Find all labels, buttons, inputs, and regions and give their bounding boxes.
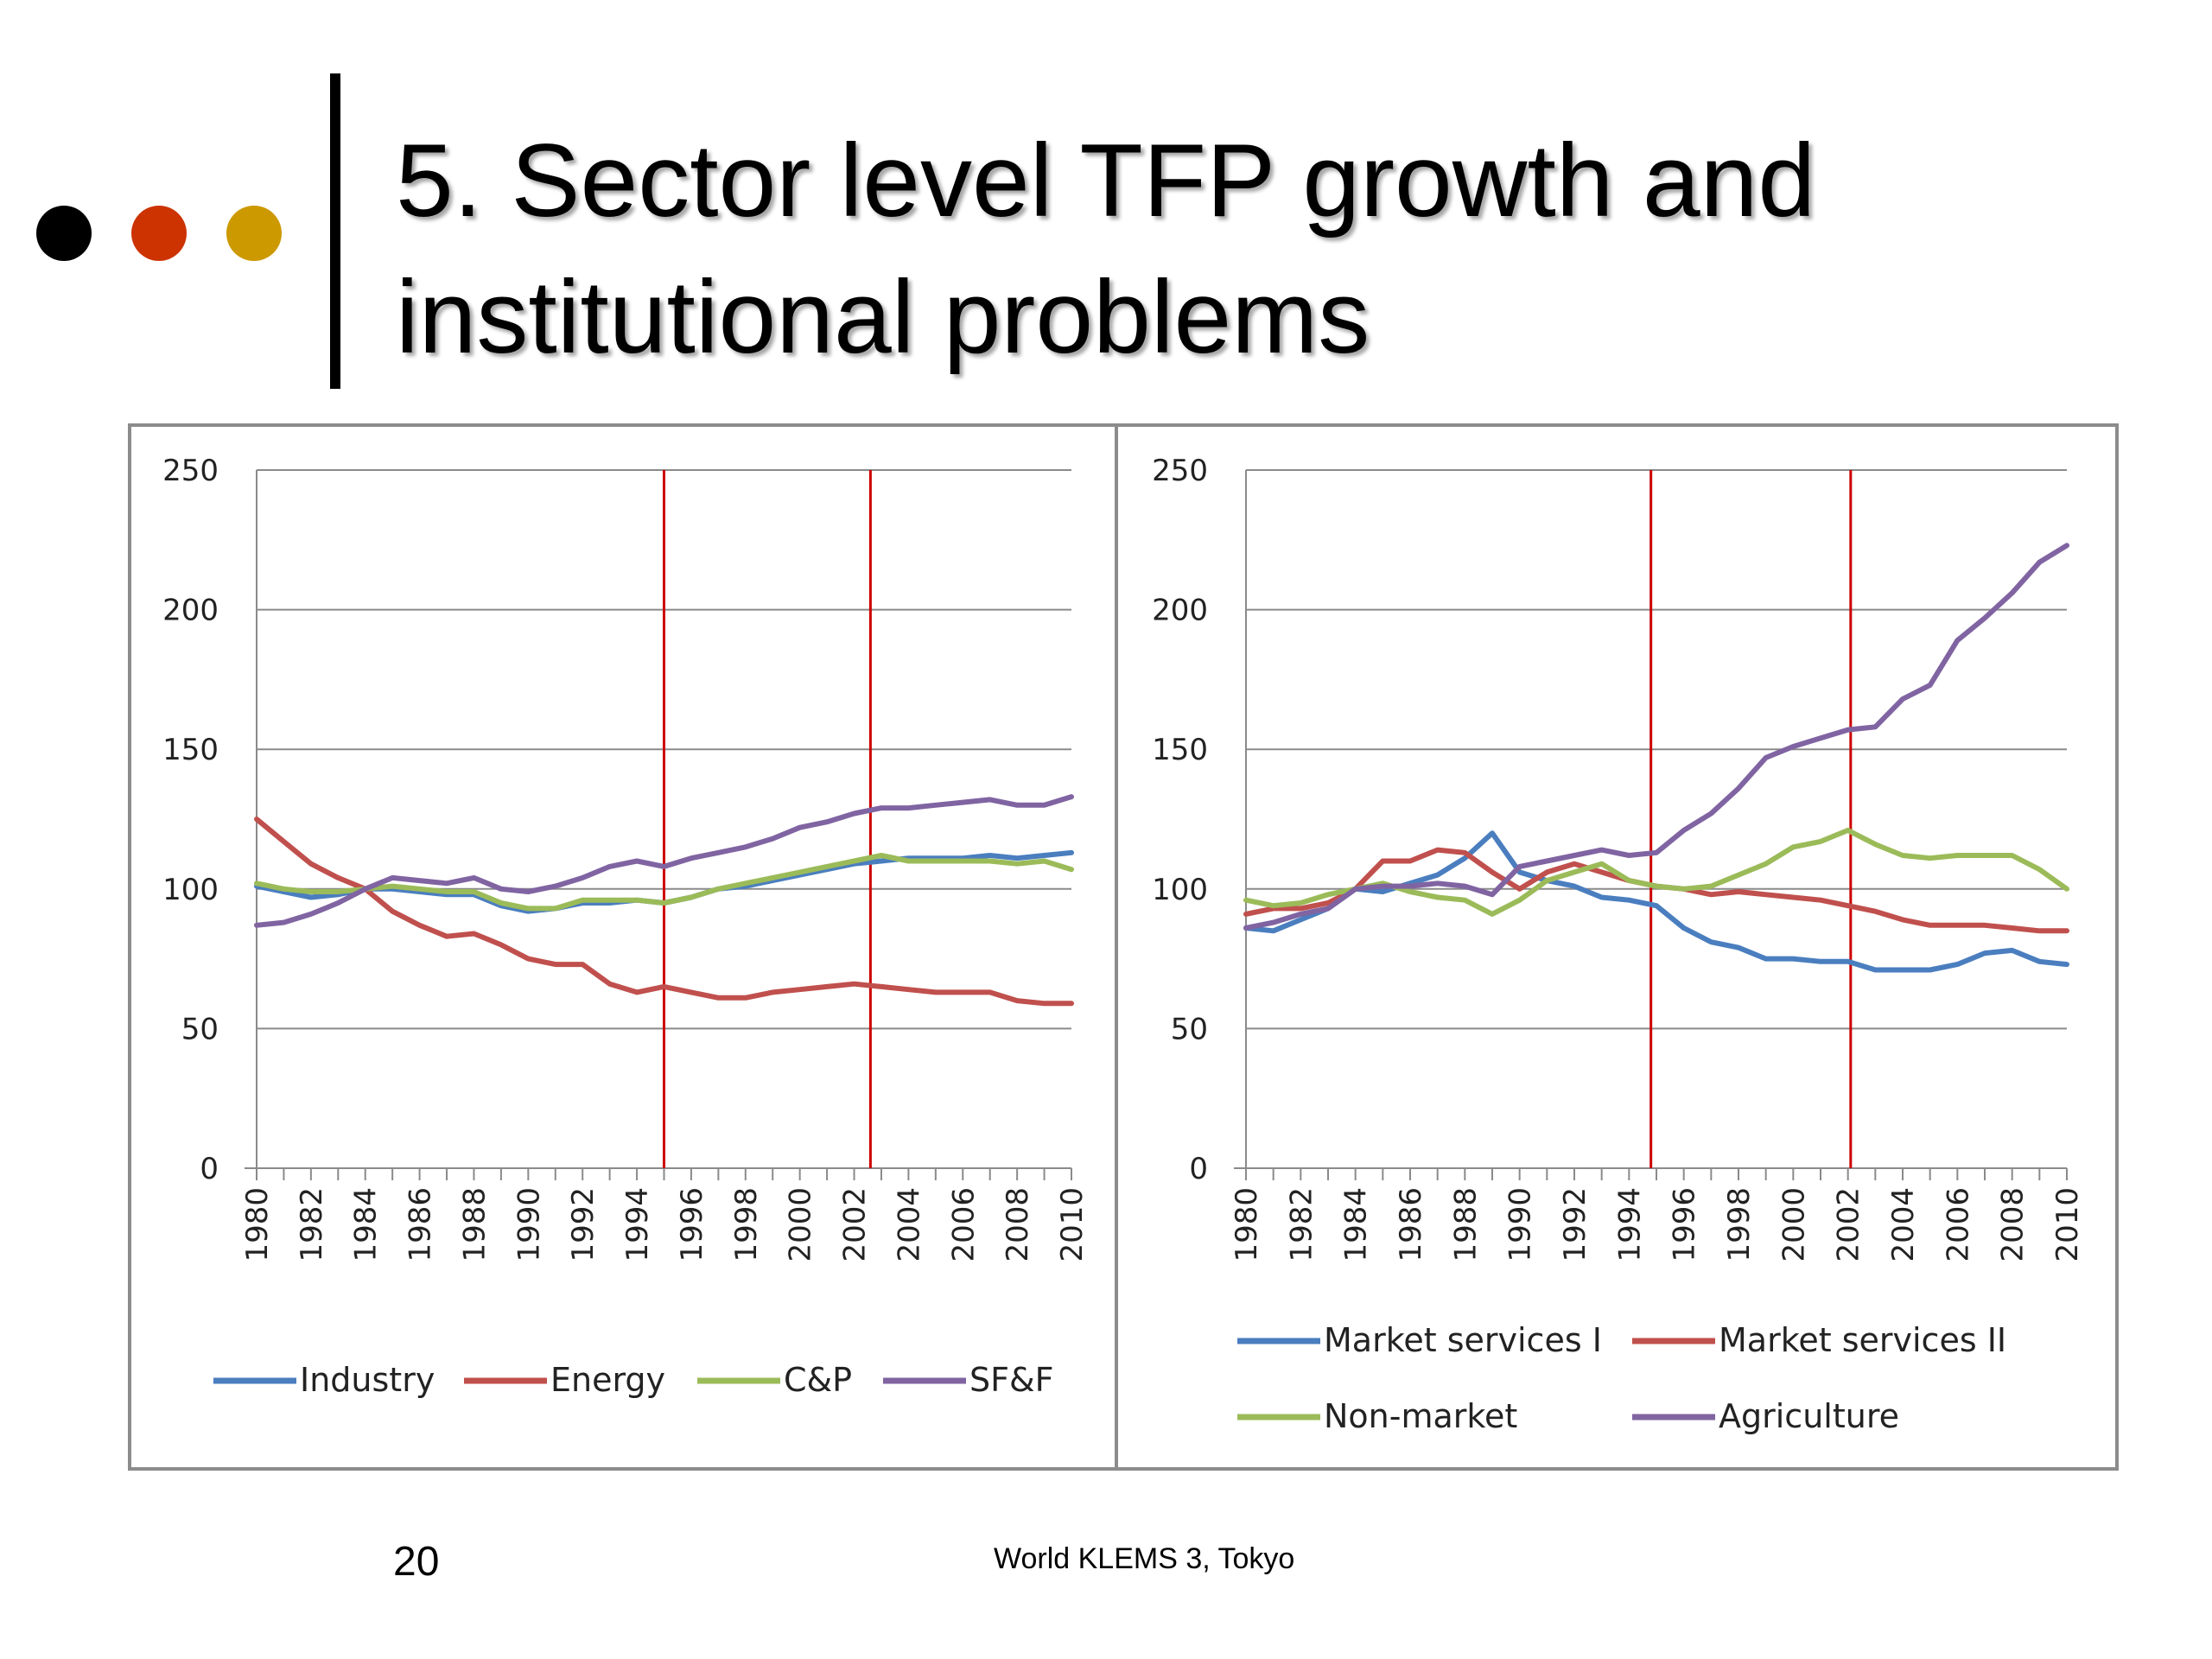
y-tick-label: 200: [162, 594, 219, 628]
slide-title: 5. Sector level TFP growth and instituti…: [396, 112, 2124, 385]
red-dot-icon: [131, 206, 187, 261]
x-tick-label: 1982: [295, 1187, 329, 1262]
x-tick-label: 1990: [1503, 1187, 1538, 1262]
x-tick-label: 1996: [675, 1187, 709, 1262]
x-tick-label: 2006: [1941, 1187, 1975, 1262]
x-tick-label: 1992: [1558, 1187, 1592, 1262]
x-tick-label: 1990: [512, 1187, 546, 1262]
legend-label: C&P: [784, 1361, 852, 1399]
y-tick-label: 250: [1152, 454, 1208, 488]
y-tick-label: 150: [1152, 733, 1208, 767]
x-tick-label: 1996: [1668, 1187, 1702, 1262]
title-line-2: institutional problems: [396, 259, 1370, 375]
x-tick-label: 2008: [1996, 1187, 2031, 1262]
left-chart-panel: 0 50 100 150 200 250 1980 1982 1984 1986 1988 1990 1…: [128, 423, 1118, 1471]
x-tick-label: 1984: [1339, 1187, 1374, 1262]
x-tick-label: 1984: [349, 1187, 384, 1262]
x-tick-label: 1982: [1284, 1187, 1319, 1262]
x-tick-label: 1998: [1722, 1187, 1757, 1262]
y-tick-label: 50: [1171, 1012, 1208, 1046]
footer-caption: World KLEMS 3, Tokyo: [994, 1542, 1295, 1575]
x-tick-label: 1980: [1230, 1187, 1264, 1262]
series-line-3: [254, 853, 1074, 912]
title-divider: [330, 73, 340, 389]
x-tick-label: 1986: [1394, 1187, 1428, 1262]
x-tick-label: 1988: [457, 1187, 492, 1262]
y-tick-label: 100: [162, 873, 219, 907]
x-tick-label: 2008: [1001, 1187, 1035, 1262]
x-tick-label: 2004: [892, 1187, 926, 1262]
legend-label: Non-market: [1324, 1397, 1517, 1435]
right-chart: 0 50 100 150 200 250 1980 1982 1984 1986 1988 1990 1…: [1152, 454, 2085, 1435]
x-tick-label: 2010: [2050, 1187, 2085, 1262]
legend-label: Industry: [300, 1361, 435, 1399]
x-tick-label: 1986: [404, 1187, 438, 1262]
legend-label: SF&F: [969, 1361, 1053, 1399]
y-tick-label: 50: [181, 1012, 219, 1046]
x-tick-label: 2004: [1886, 1187, 1921, 1262]
x-tick-label: 1994: [1612, 1187, 1647, 1262]
y-tick-label: 0: [1189, 1152, 1208, 1186]
y-tick-label: 100: [1152, 873, 1208, 907]
x-tick-label: 2002: [1832, 1187, 1866, 1262]
x-tick-label: 2000: [1777, 1187, 1811, 1262]
legend-label: Energy: [550, 1361, 665, 1399]
x-tick-label: 1980: [240, 1187, 275, 1262]
y-tick-label: 150: [162, 733, 219, 767]
series-line-1: [1243, 830, 2069, 973]
x-tick-label: 1994: [620, 1187, 655, 1262]
series-line-3: [1243, 827, 2069, 917]
x-tick-label: 2010: [1055, 1187, 1090, 1262]
y-tick-label: 200: [1152, 594, 1208, 628]
y-tick-label: 0: [200, 1152, 219, 1186]
page-number: 20: [393, 1539, 440, 1585]
x-tick-label: 2006: [946, 1187, 981, 1262]
title-line-1: 5. Sector level TFP growth and: [396, 123, 1816, 238]
gold-dot-icon: [226, 206, 282, 261]
x-tick-label: 1992: [566, 1187, 601, 1262]
x-tick-label: 2002: [838, 1187, 873, 1262]
legend-label: Market services I: [1324, 1321, 1602, 1359]
x-tick-label: 1998: [729, 1187, 764, 1262]
left-chart: 0 50 100 150 200 250 1980 1982 1984 1986 1988 1990 1…: [162, 454, 1090, 1399]
black-dot-icon: [36, 206, 92, 261]
x-tick-label: 2000: [784, 1187, 818, 1262]
right-chart-panel: 0 50 100 150 200 250 1980 1982 1984 1986 1988 1990 1…: [1115, 423, 2119, 1471]
series-line-2: [254, 817, 1074, 1007]
series-line-4: [254, 794, 1074, 928]
y-tick-label: 250: [162, 454, 219, 488]
legend-label: Market services II: [1719, 1321, 2006, 1359]
x-tick-label: 1988: [1448, 1187, 1483, 1262]
legend-label: Agriculture: [1719, 1397, 1899, 1435]
series-line-4: [1243, 543, 2069, 931]
